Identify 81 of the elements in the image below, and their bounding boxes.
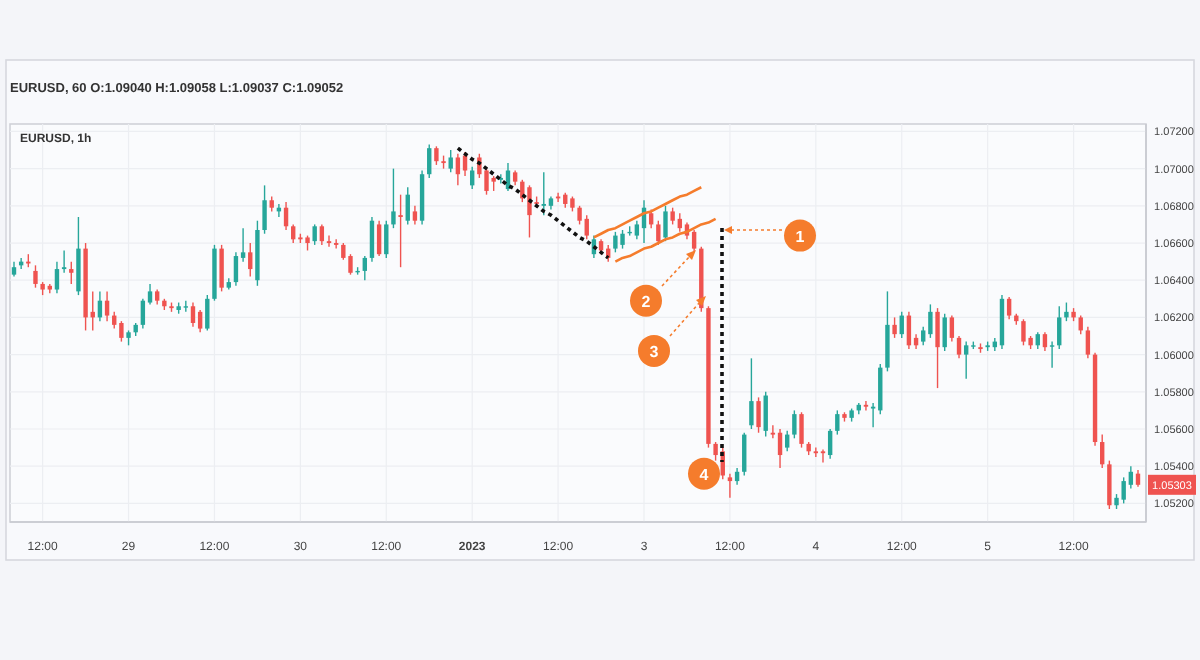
candlestick [963,340,969,380]
candlestick [455,153,461,187]
candlestick [434,145,439,166]
candlestick [76,216,81,296]
candlestick [584,214,589,241]
candlestick [197,309,203,333]
candlestick [613,231,618,254]
candlestick [1085,326,1091,360]
candlestick [419,169,425,226]
candlestick [1121,476,1126,505]
candlestick [742,432,747,477]
candlestick [69,260,74,285]
candlestick [663,205,668,242]
candlestick [785,430,790,453]
candlestick [1100,433,1105,469]
candlestick [1107,459,1112,510]
candlestick [1064,301,1069,322]
candlestick [33,264,38,289]
candlestick [104,290,110,322]
annotation: 4 [699,465,710,484]
candlestick [956,335,962,360]
candlestick [749,357,754,430]
candlestick [312,223,317,246]
candlestick [119,320,124,343]
candlestick [319,223,325,246]
candlestick [792,409,797,440]
annotation: 1 [795,227,806,246]
candlestick [656,220,661,246]
annotation: 2 [641,292,652,311]
candlestick [391,167,396,229]
candlestick [777,428,783,469]
candlestick [384,220,389,259]
candlestick [183,299,189,313]
candlestick [885,290,890,373]
candlestick [863,400,869,412]
candlestick [763,391,768,438]
candlestick [827,428,833,460]
candlestick [727,472,733,499]
candlestick [291,223,296,244]
candlestick [54,260,60,294]
candlestick [248,242,253,278]
candlestick [1042,331,1048,352]
candlestick [541,171,546,216]
candlestick [1006,296,1012,320]
candlestick [376,220,382,257]
candlestick [190,301,196,328]
candlestick [412,205,418,226]
candlestick [928,303,933,339]
candlestick [935,307,940,389]
candlestick [448,149,453,174]
line-series [456,146,611,260]
candlestick [61,249,67,274]
candlestick [1078,314,1083,335]
candlestick [333,238,339,250]
candlestick [369,216,375,263]
candlestick [1057,305,1062,350]
candlestick [756,396,761,434]
candlestick [799,411,804,449]
candlestick [835,409,840,436]
candlestick [348,253,353,276]
candlestick [1049,340,1055,369]
candlestick [620,229,625,250]
candlestick [205,294,210,332]
candlestick [326,234,332,248]
candlestick [362,255,367,281]
candlestick [140,298,146,330]
candlestick [469,166,475,190]
candlestick [892,316,897,339]
annotation: 3 [649,342,660,361]
candlestick [262,184,267,235]
candlestick [820,448,826,464]
candlestick [405,186,410,226]
candlestick [1021,318,1026,347]
candlestick [398,193,403,268]
candlestick [219,244,224,293]
candlestick [813,446,819,458]
candlestick [942,313,947,352]
candlestick [949,314,955,343]
candlestick [999,294,1005,350]
candlestick [233,251,239,287]
candlestick [427,143,432,179]
